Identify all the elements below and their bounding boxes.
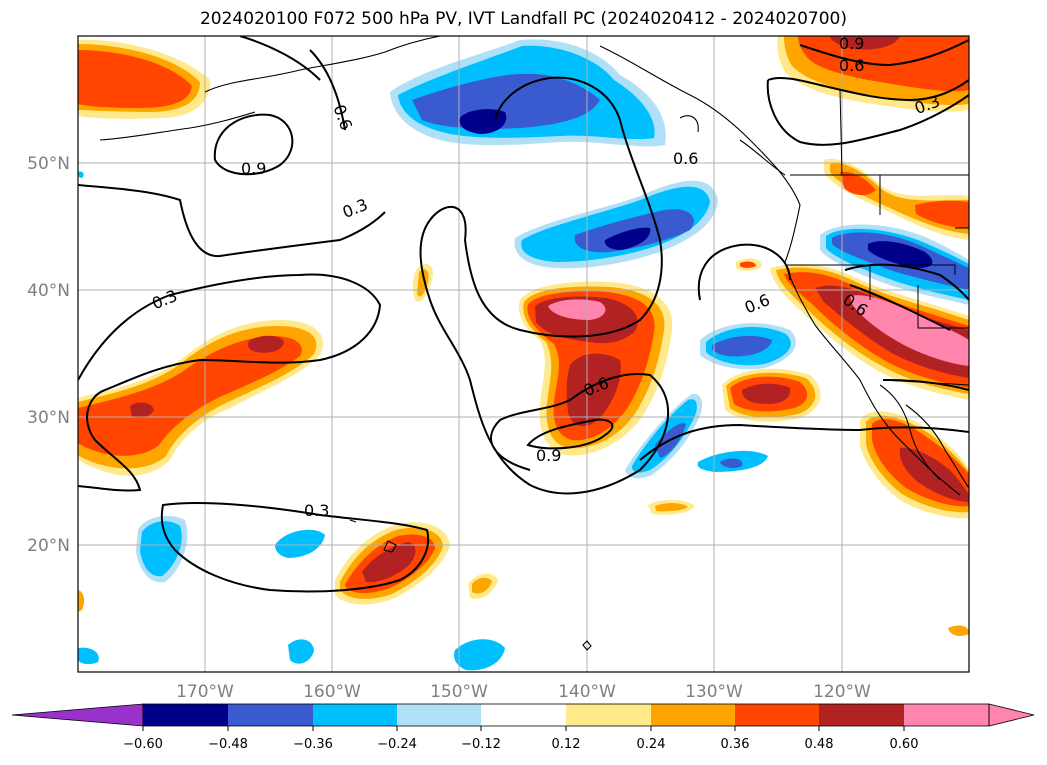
colorbar-segment (904, 704, 989, 726)
colorbar-segment (313, 704, 397, 726)
lat-tick-label: 40°N (27, 281, 70, 301)
anomaly-pacific-northwest (820, 158, 969, 305)
colorbar-label: 0.48 (805, 737, 834, 752)
pv-contours (78, 36, 969, 593)
contour-label: 0.6 (839, 56, 864, 75)
colorbar-segment (735, 704, 819, 726)
colorbar-under-arrow (11, 703, 144, 727)
contour-label: 0.9 (241, 159, 266, 178)
colorbar-segment (651, 704, 735, 726)
colorbar-segment (143, 704, 228, 726)
colorbar-segment (566, 704, 651, 726)
lat-tick-label: 30°N (27, 408, 70, 428)
colorbar-label: −0.36 (293, 737, 333, 752)
contour-label: 0.3 (304, 501, 329, 520)
lon-tick-label: 160°W (303, 682, 361, 702)
colorbar-label: 0.24 (637, 737, 666, 752)
colorbar: −0.60 −0.48 −0.36 −0.24 −0.12 0.12 0.24 … (11, 703, 1035, 752)
warm-anomaly-hawaii (335, 522, 450, 605)
lon-tick-label: 120°W (813, 682, 871, 702)
contour-label: 0.9 (536, 446, 561, 465)
colorbar-over-arrow (988, 703, 1035, 727)
cold-anomaly-west-hawaii (136, 515, 325, 583)
colorbar-label: 0.36 (721, 737, 750, 752)
lon-tick-label: 140°W (558, 682, 616, 702)
warm-anomaly-misc (78, 258, 969, 636)
lon-tick-label: 130°W (685, 682, 743, 702)
colorbar-segment (481, 704, 566, 726)
colorbar-label: 0.12 (552, 737, 581, 752)
warm-anomaly-southwest (860, 411, 969, 519)
lon-tick-label: 170°W (176, 682, 234, 702)
contour-label: 0.6 (673, 149, 698, 168)
colorbar-segment (819, 704, 904, 726)
colorbar-label: −0.48 (208, 737, 248, 752)
colorbar-segment (228, 704, 313, 726)
figure-title: 2024020100 F072 500 hPa PV, IVT Landfall… (199, 9, 847, 29)
longitude-tick-labels: 170°W 160°W 150°W 140°W 130°W 120°W (176, 682, 871, 702)
colorbar-label: −0.60 (123, 737, 163, 752)
lon-tick-label: 150°W (430, 682, 488, 702)
lat-tick-label: 20°N (27, 536, 70, 556)
colorbar-label: 0.60 (890, 737, 919, 752)
lat-tick-label: 50°N (27, 154, 70, 174)
map-frame (77, 35, 970, 673)
warm-anomaly-west-coast (770, 264, 969, 400)
latitude-tick-labels: 50°N 40°N 30°N 20°N (27, 154, 70, 556)
colorbar-segment (397, 704, 481, 726)
map-canvas: 0.9 0.6 0.3 0.6 0.3 0.3 0.6 0.6 0.6 0.9 … (78, 34, 969, 672)
colorbar-label: −0.12 (461, 737, 501, 752)
colorbar-ticks (142, 726, 905, 731)
contour-label: 0.9 (839, 34, 864, 53)
contour-label-group: 0.9 0.6 0.3 0.6 0.3 0.3 0.6 0.6 0.6 0.9 … (149, 34, 942, 520)
warm-anomaly-topright (777, 36, 969, 112)
colorbar-label: −0.24 (377, 737, 417, 752)
cold-anomaly-45n (514, 180, 718, 269)
warm-anomaly-topleft (78, 39, 211, 119)
